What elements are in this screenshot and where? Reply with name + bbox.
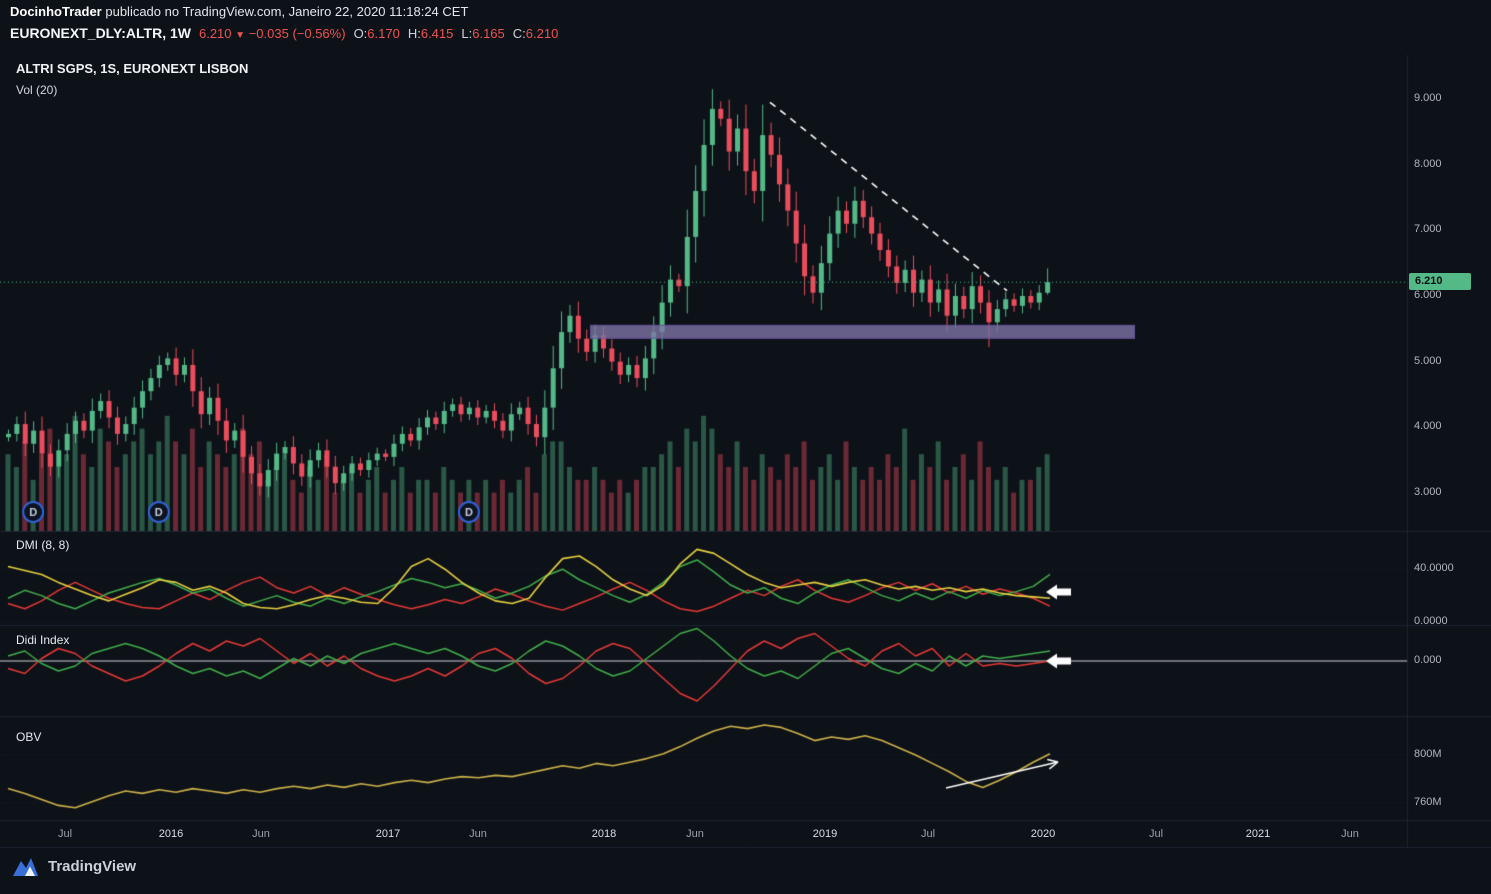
tradingview-logo-icon [13,858,38,876]
low-value: 6.165 [472,26,505,41]
symbol-title: EURONEXT_DLY:ALTR, 1W [10,25,191,41]
down-arrow-icon: ▼ [235,30,246,41]
snapshot-header: DocinhoTrader publicado no TradingView.c… [10,4,468,19]
last-price: 6.210 [198,26,232,41]
volume-legend: Vol (20) [16,83,58,97]
publish-info: publicado no TradingView.com, Janeiro 22… [101,4,469,19]
didi-panel-label: Didi Index [16,633,70,647]
open-value: 6.170 [367,26,400,41]
obv-panel-label: OBV [16,730,42,744]
footer: TradingView [12,855,136,878]
chart-legend-title: ALTRI SGPS, 1S, EURONEXT LISBON [16,61,249,76]
high-value: 6.415 [420,26,454,41]
close-label: C: [512,26,526,41]
dmi-panel-label: DMI (8, 8) [16,538,70,552]
symbol-info-bar: EURONEXT_DLY:ALTR, 1W 6.210 ▼ −0.035 (−0.… [10,25,558,41]
high-label: H: [407,26,421,41]
open-label: O: [353,26,368,41]
author-name: DocinhoTrader [10,4,102,19]
tradingview-brand[interactable]: TradingView [48,858,137,875]
price-change: −0.035 [248,26,289,41]
low-label: L: [461,26,473,41]
close-value: 6.210 [525,26,559,41]
last-price-tag: 6.210 [1409,273,1471,290]
price-change-pct: (−0.56%) [292,26,346,41]
